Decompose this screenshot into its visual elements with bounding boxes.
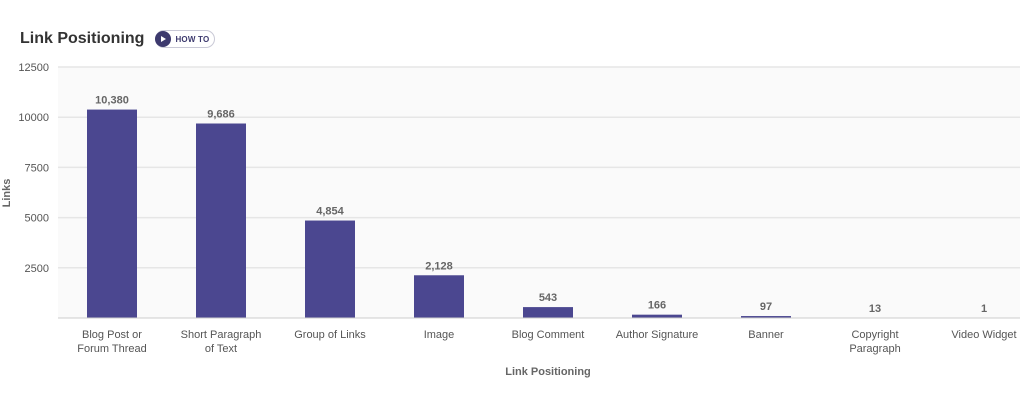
- x-tick-label: Blog Comment: [512, 329, 585, 341]
- x-tick-label: Copyright: [851, 329, 898, 341]
- chart-title: Link Positioning: [20, 30, 145, 47]
- value-label: 4,854: [316, 206, 344, 218]
- x-tick-label: Author Signature: [616, 329, 699, 341]
- value-labels: 10,380 9,686 4,854 2,128 543 166 97 13 1: [95, 95, 987, 315]
- x-tick-label: Paragraph: [849, 343, 900, 355]
- x-tick-label: Banner: [748, 329, 784, 341]
- bar: [196, 123, 246, 318]
- bar: [87, 109, 137, 318]
- y-tick-label: 10000: [18, 112, 49, 124]
- play-icon: [155, 31, 172, 47]
- chart-header: Link Positioning HOW TO: [20, 30, 216, 48]
- x-tick-label: Image: [424, 329, 455, 341]
- x-tick-label: Short Paragraph: [181, 329, 262, 341]
- bar: [741, 316, 791, 318]
- how-to-button[interactable]: HOW TO: [155, 30, 216, 48]
- x-tick-label: Video Widget: [951, 329, 1016, 341]
- x-axis-ticks: Blog Post or Forum Thread Short Paragraph o…: [77, 329, 1016, 355]
- y-tick-label: 5000: [25, 213, 49, 225]
- bar: [414, 275, 464, 318]
- how-to-label: HOW TO: [175, 34, 210, 44]
- bar: [305, 220, 355, 318]
- y-axis-ticks: 2500 5000 7500 10000 12500: [18, 62, 49, 275]
- x-tick-label: of Text: [205, 343, 237, 355]
- value-label: 13: [869, 303, 881, 315]
- value-label: 166: [648, 300, 666, 312]
- value-label: 9,686: [207, 109, 235, 121]
- value-label: 10,380: [95, 95, 129, 107]
- y-tick-label: 7500: [25, 162, 49, 174]
- bar: [523, 307, 573, 318]
- y-tick-label: 2500: [25, 263, 49, 275]
- x-axis-title: Link Positioning: [505, 366, 591, 378]
- value-label: 1: [981, 303, 987, 315]
- value-label: 2,128: [425, 260, 453, 272]
- y-tick-label: 12500: [18, 62, 49, 74]
- y-axis-title: Links: [1, 179, 13, 208]
- bar: [632, 314, 682, 318]
- x-tick-label: Group of Links: [294, 329, 366, 341]
- x-tick-label: Forum Thread: [77, 343, 147, 355]
- bars: [87, 109, 791, 318]
- value-label: 97: [760, 301, 772, 313]
- x-tick-label: Blog Post or: [82, 329, 142, 341]
- value-label: 543: [539, 292, 557, 304]
